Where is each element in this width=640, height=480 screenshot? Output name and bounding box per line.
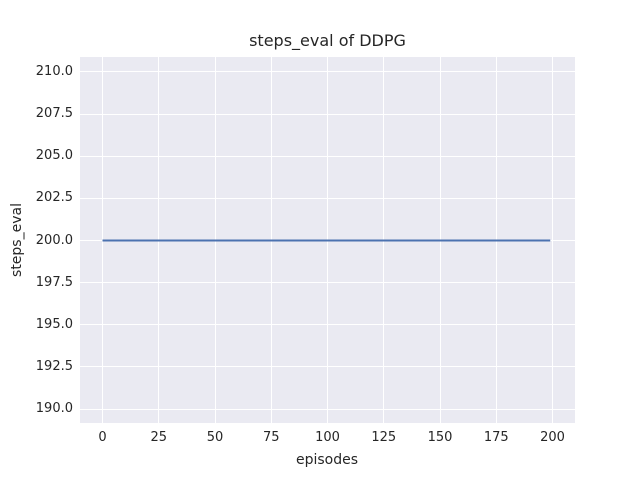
y-gridline (80, 408, 575, 410)
x-axis-label: episodes (295, 452, 359, 468)
x-tick-label: 125 (371, 430, 397, 445)
y-gridline (80, 155, 575, 157)
y-gridline (80, 324, 575, 326)
x-tick-label: 25 (150, 430, 168, 445)
x-tick-label: 0 (98, 430, 107, 445)
y-tick-label: 192.5 (35, 358, 73, 374)
y-tick-label: 197.5 (35, 274, 73, 290)
y-tick-label: 207.5 (35, 106, 73, 122)
x-tick-label: 175 (483, 430, 509, 445)
y-tick-label: 195.0 (35, 316, 73, 332)
x-tick-label: 50 (206, 430, 224, 445)
y-gridline (80, 71, 575, 73)
y-gridline (80, 366, 575, 368)
x-tick-label: 100 (315, 430, 340, 445)
chart-title: steps_eval of DDPG (249, 31, 406, 50)
x-tick-label: 150 (427, 430, 453, 445)
y-gridline (80, 282, 575, 284)
y-gridline (80, 113, 575, 115)
y-tick-label: 190.0 (35, 401, 73, 416)
plot-area (80, 57, 575, 423)
y-tick-label: 210.0 (35, 63, 73, 79)
series-layer (102, 239, 551, 242)
y-tick-label: 205.0 (35, 148, 73, 164)
x-tick-label: 200 (540, 430, 565, 445)
y-gridline (80, 197, 575, 199)
y-tick-label: 200.0 (35, 232, 73, 248)
y-tick-label: 202.5 (35, 190, 73, 206)
x-tick-label: 75 (262, 430, 280, 445)
